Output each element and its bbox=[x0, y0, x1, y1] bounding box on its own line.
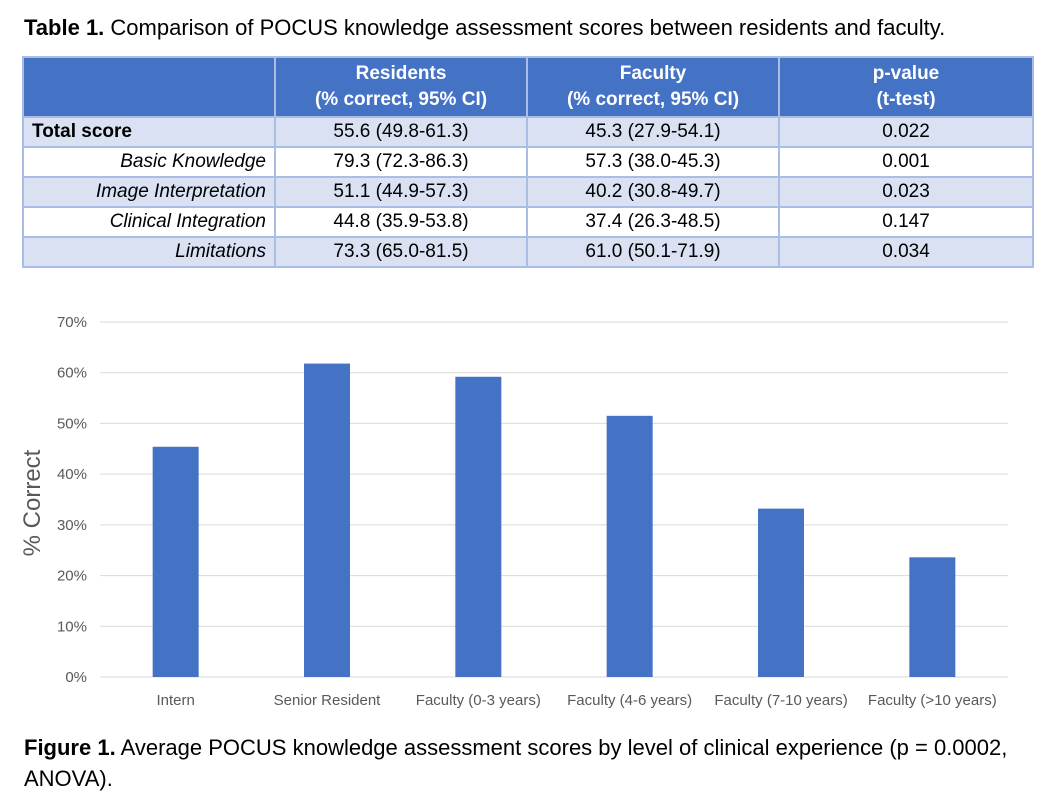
row-label: Image Interpretation bbox=[22, 176, 276, 208]
bar bbox=[606, 415, 653, 677]
x-category-label: Faculty (>10 years) bbox=[868, 692, 997, 709]
table-header-row: Residents (% correct, 95% CI) Faculty (% c… bbox=[22, 56, 1034, 118]
x-category-label: Senior Resident bbox=[274, 692, 382, 709]
x-category-label: Faculty (7-10 years) bbox=[714, 692, 847, 709]
p-value-cell: 0.023 bbox=[778, 176, 1034, 208]
x-category-label: Intern bbox=[156, 692, 194, 709]
y-tick-label: 50% bbox=[57, 415, 87, 432]
residents-cell: 55.6 (49.8-61.3) bbox=[274, 116, 528, 148]
table-row: Total score 55.6 (49.8-61.3) 45.3 (27.9-… bbox=[22, 116, 1034, 148]
p-value-cell: 0.034 bbox=[778, 236, 1034, 268]
header-cell-blank bbox=[22, 56, 276, 118]
p-value-cell: 0.001 bbox=[778, 146, 1034, 178]
header-cell-faculty: Faculty (% correct, 95% CI) bbox=[526, 56, 780, 118]
table-row: Clinical Integration 44.8 (35.9-53.8) 37… bbox=[22, 206, 1034, 238]
row-label: Limitations bbox=[22, 236, 276, 268]
row-label: Total score bbox=[22, 116, 276, 148]
y-axis-title: % Correct bbox=[19, 449, 46, 556]
figure-caption-text: Average POCUS knowledge assessment score… bbox=[24, 735, 1008, 791]
bar-chart: 0% 10% 20% 30% 40% 50% 60% 70% Intern Senior Res… bbox=[19, 314, 1008, 709]
y-tick-label: 20% bbox=[57, 568, 87, 585]
bar bbox=[909, 557, 956, 677]
y-axis-ticks: 0% 10% 20% 30% 40% 50% 60% 70% bbox=[57, 314, 87, 686]
header-cell-p-value: p-value (t-test) bbox=[778, 56, 1034, 118]
table-caption: Table 1. Comparison of POCUS knowledge a… bbox=[24, 14, 1054, 42]
bar bbox=[455, 376, 502, 677]
header-cell-residents: Residents (% correct, 95% CI) bbox=[274, 56, 528, 118]
p-value-cell: 0.022 bbox=[778, 116, 1034, 148]
figure-caption-label: Figure 1. bbox=[24, 735, 116, 760]
bar bbox=[758, 508, 804, 677]
y-tick-label: 30% bbox=[57, 517, 87, 534]
residents-cell: 51.1 (44.9-57.3) bbox=[274, 176, 528, 208]
residents-cell: 79.3 (72.3-86.3) bbox=[274, 146, 528, 178]
faculty-cell: 45.3 (27.9-54.1) bbox=[526, 116, 780, 148]
faculty-cell: 40.2 (30.8-49.7) bbox=[526, 176, 780, 208]
faculty-cell: 57.3 (38.0-45.3) bbox=[526, 146, 780, 178]
bar bbox=[304, 363, 350, 677]
residents-cell: 44.8 (35.9-53.8) bbox=[274, 206, 528, 238]
faculty-cell: 61.0 (50.1-71.9) bbox=[526, 236, 780, 268]
y-tick-label: 0% bbox=[65, 669, 87, 686]
faculty-cell: 37.4 (26.3-48.5) bbox=[526, 206, 780, 238]
residents-cell: 73.3 (65.0-81.5) bbox=[274, 236, 528, 268]
p-value-cell: 0.147 bbox=[778, 206, 1034, 238]
results-table: Residents (% correct, 95% CI) Faculty (% c… bbox=[22, 56, 1034, 268]
row-label: Clinical Integration bbox=[22, 206, 276, 238]
x-axis-labels: Intern Senior Resident Faculty (0-3 years)… bbox=[156, 692, 996, 709]
table-caption-text: Comparison of POCUS knowledge assessment… bbox=[104, 15, 946, 40]
y-tick-label: 40% bbox=[57, 466, 87, 483]
bars bbox=[152, 363, 956, 677]
x-category-label: Faculty (0-3 years) bbox=[416, 692, 541, 709]
row-label: Basic Knowledge bbox=[22, 146, 276, 178]
y-tick-label: 10% bbox=[57, 618, 87, 635]
y-tick-label: 60% bbox=[57, 365, 87, 382]
table-caption-label: Table 1. bbox=[24, 15, 105, 40]
table-row: Basic Knowledge 79.3 (72.3-86.3) 57.3 (3… bbox=[22, 146, 1034, 178]
table-row: Image Interpretation 51.1 (44.9-57.3) 40… bbox=[22, 176, 1034, 208]
gridlines bbox=[100, 321, 1008, 678]
y-tick-label: 70% bbox=[57, 314, 87, 331]
table-row: Limitations 73.3 (65.0-81.5) 61.0 (50.1-… bbox=[22, 236, 1034, 268]
figure-caption: Figure 1. Average POCUS knowledge assess… bbox=[24, 732, 1024, 794]
x-category-label: Faculty (4-6 years) bbox=[567, 692, 692, 709]
bar bbox=[152, 446, 199, 677]
